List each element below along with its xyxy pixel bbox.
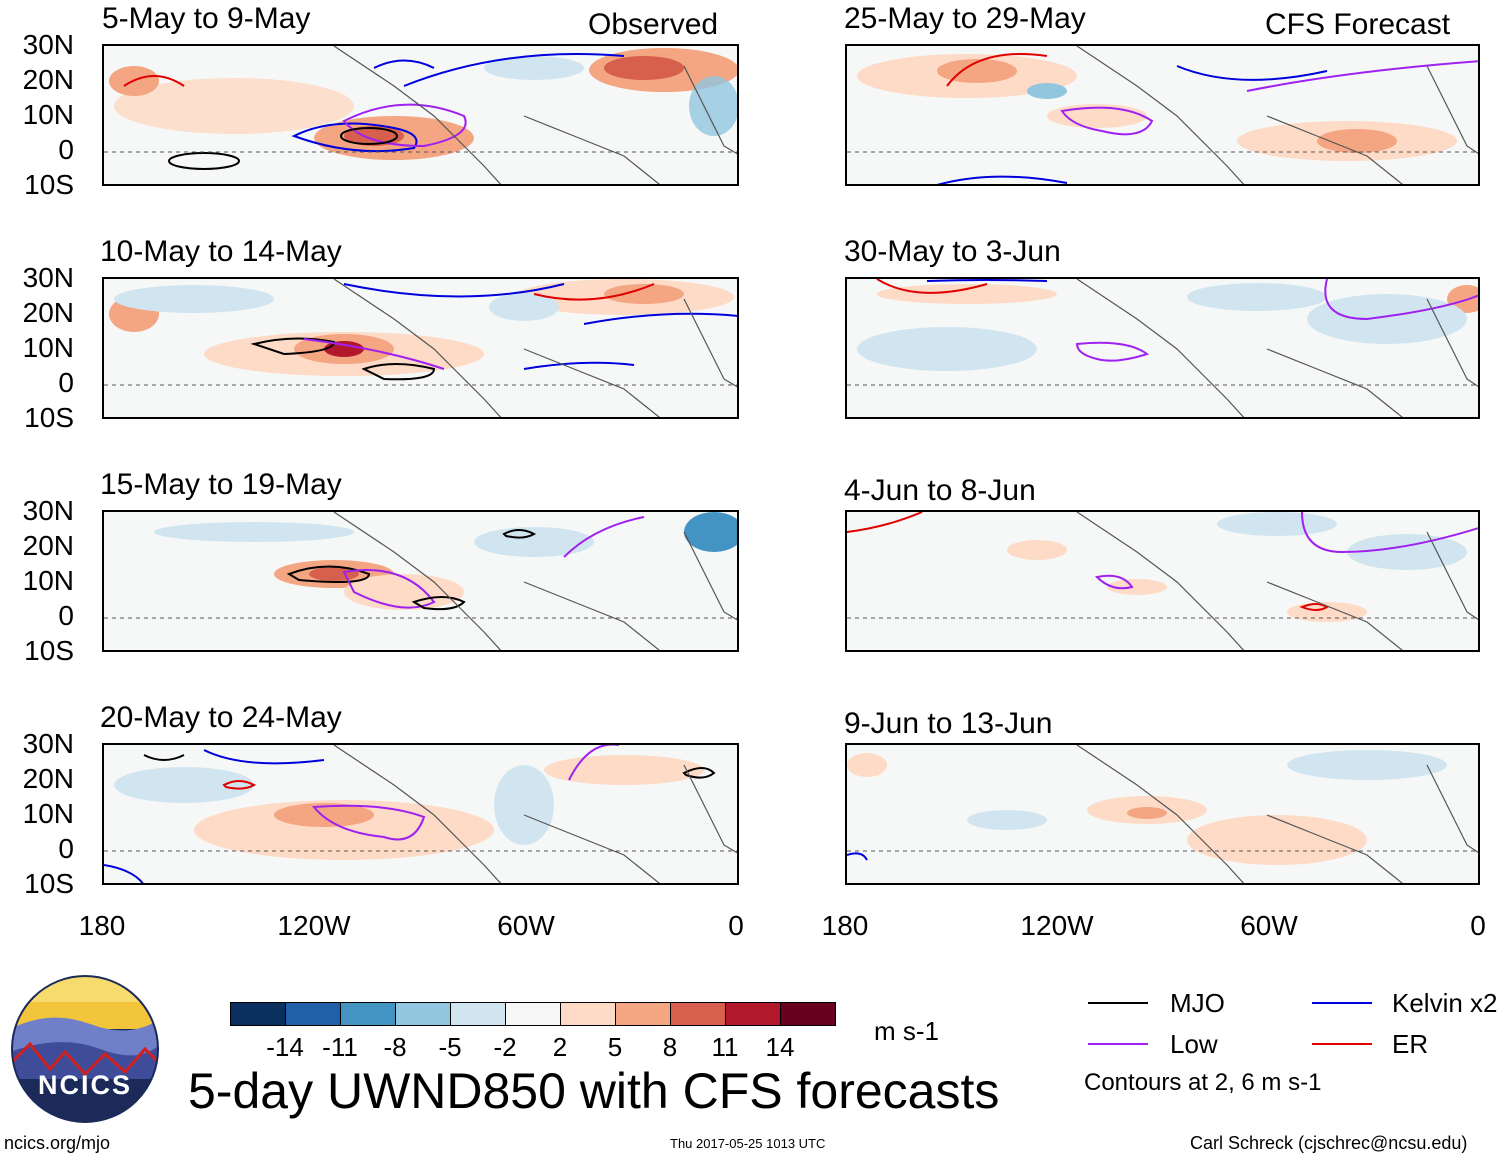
lon-label: 60W bbox=[497, 910, 555, 941]
map-panel-forecast-4 bbox=[845, 743, 1480, 885]
colorbar-tick-label: -5 bbox=[438, 1032, 462, 1062]
forecast-label: CFS Forecast bbox=[1265, 8, 1451, 41]
colorbar-tick-label: -8 bbox=[383, 1032, 407, 1062]
lat-label: 20N bbox=[22, 64, 74, 95]
colorbar-tick-label: 5 bbox=[607, 1032, 623, 1062]
lat-label: 10S bbox=[24, 402, 74, 433]
lon-label: 0 bbox=[1470, 910, 1486, 941]
colorbar-tick-label: -2 bbox=[493, 1032, 517, 1062]
map-field bbox=[104, 512, 737, 650]
lon-label: 180 bbox=[78, 910, 126, 941]
lon-label: 120W bbox=[277, 910, 351, 941]
lat-label: 30N bbox=[22, 29, 74, 60]
colorbar-tick-label: -11 bbox=[322, 1032, 358, 1062]
legend-er-line bbox=[1312, 1043, 1372, 1045]
colorbar-swatch bbox=[395, 1002, 451, 1026]
legend-kelvin-line bbox=[1312, 1002, 1372, 1004]
lat-label: 30N bbox=[22, 495, 74, 526]
lat-label: 0 bbox=[58, 833, 74, 864]
lat-label: 0 bbox=[58, 600, 74, 631]
map-field bbox=[847, 512, 1478, 650]
colorbar-swatch bbox=[615, 1002, 671, 1026]
map-panel-forecast-3 bbox=[845, 510, 1480, 652]
map-panel-forecast-2 bbox=[845, 277, 1480, 419]
map-field bbox=[104, 279, 737, 417]
legend-er-label: ER bbox=[1392, 1029, 1429, 1059]
panel-title: 10-May to 14-May bbox=[100, 235, 342, 268]
lon-label: 120W bbox=[1020, 910, 1094, 941]
colorbar-swatch bbox=[230, 1002, 286, 1026]
colorbar-tick-label: 14 bbox=[765, 1032, 795, 1062]
panel-title: 30-May to 3-Jun bbox=[844, 235, 1061, 268]
main-title: 5-day UWND850 with CFS forecasts bbox=[188, 1063, 1000, 1119]
map-panel-observed-4 bbox=[102, 743, 739, 885]
map-panel-forecast-1 bbox=[845, 44, 1480, 186]
map-field bbox=[847, 279, 1478, 417]
colorbar-tick-label: -14 bbox=[266, 1032, 304, 1062]
lat-label: 10S bbox=[24, 169, 74, 200]
colorbar-swatch bbox=[450, 1002, 506, 1026]
lat-label: 10S bbox=[24, 868, 74, 899]
legend-kelvin-label: Kelvin x2 bbox=[1392, 988, 1498, 1018]
ncics-logo: NCICS bbox=[10, 974, 160, 1124]
map-field bbox=[104, 745, 737, 883]
lat-label: 0 bbox=[58, 367, 74, 398]
lat-label: 30N bbox=[22, 262, 74, 293]
logo-text: NCICS bbox=[37, 1070, 132, 1100]
colorbar-units: m s-1 bbox=[874, 1016, 939, 1046]
lon-label: 180 bbox=[821, 910, 869, 941]
lon-label: 60W bbox=[1240, 910, 1298, 941]
lat-label: 20N bbox=[22, 530, 74, 561]
colorbar-swatch bbox=[560, 1002, 616, 1026]
panel-title: 25-May to 29-May bbox=[844, 2, 1086, 35]
logo-icon bbox=[11, 975, 159, 1123]
footer-url[interactable]: ncics.org/mjo bbox=[4, 1133, 111, 1153]
lat-label: 10S bbox=[24, 635, 74, 666]
panel-title: 4-Jun to 8-Jun bbox=[844, 474, 1036, 507]
observed-label: Observed bbox=[588, 8, 719, 41]
colorbar-swatch bbox=[725, 1002, 781, 1026]
panel-title: 5-May to 9-May bbox=[102, 2, 311, 35]
colorbar-tick-label: 11 bbox=[711, 1032, 739, 1062]
lat-label: 10N bbox=[22, 565, 74, 596]
panel-title: 20-May to 24-May bbox=[100, 701, 342, 734]
lat-label: 20N bbox=[22, 297, 74, 328]
legend-mjo-line bbox=[1088, 1002, 1148, 1004]
colorbar-swatch bbox=[285, 1002, 341, 1026]
panel-title: 15-May to 19-May bbox=[100, 468, 342, 501]
map-panel-observed-2 bbox=[102, 277, 739, 419]
colorbar-tick-label: 2 bbox=[552, 1032, 568, 1062]
footer-timestamp: Thu 2017-05-25 1013 UTC bbox=[670, 1136, 826, 1151]
colorbar-swatch bbox=[505, 1002, 561, 1026]
lat-label: 30N bbox=[22, 728, 74, 759]
lon-label: 0 bbox=[728, 910, 744, 941]
lat-label: 20N bbox=[22, 763, 74, 794]
lat-label: 10N bbox=[22, 99, 74, 130]
lat-label: 10N bbox=[22, 332, 74, 363]
map-panel-observed-1 bbox=[102, 44, 739, 186]
colorbar-tick-label: 8 bbox=[662, 1032, 678, 1062]
map-field bbox=[847, 745, 1478, 883]
legend-note: Contours at 2, 6 m s-1 bbox=[1084, 1069, 1322, 1096]
legend-low-label: Low bbox=[1170, 1029, 1218, 1059]
map-field bbox=[104, 46, 737, 184]
footer-credit: Carl Schreck (cjschrec@ncsu.edu) bbox=[1190, 1133, 1468, 1153]
colorbar-swatch bbox=[670, 1002, 726, 1026]
map-field bbox=[847, 46, 1478, 184]
legend-mjo-label: MJO bbox=[1170, 988, 1225, 1018]
panel-title: 9-Jun to 13-Jun bbox=[844, 707, 1053, 740]
colorbar-swatch bbox=[780, 1002, 836, 1026]
colorbar-swatch bbox=[340, 1002, 396, 1026]
map-panel-observed-3 bbox=[102, 510, 739, 652]
lat-label: 10N bbox=[22, 798, 74, 829]
legend-low-line bbox=[1088, 1043, 1148, 1045]
lat-label: 0 bbox=[58, 134, 74, 165]
